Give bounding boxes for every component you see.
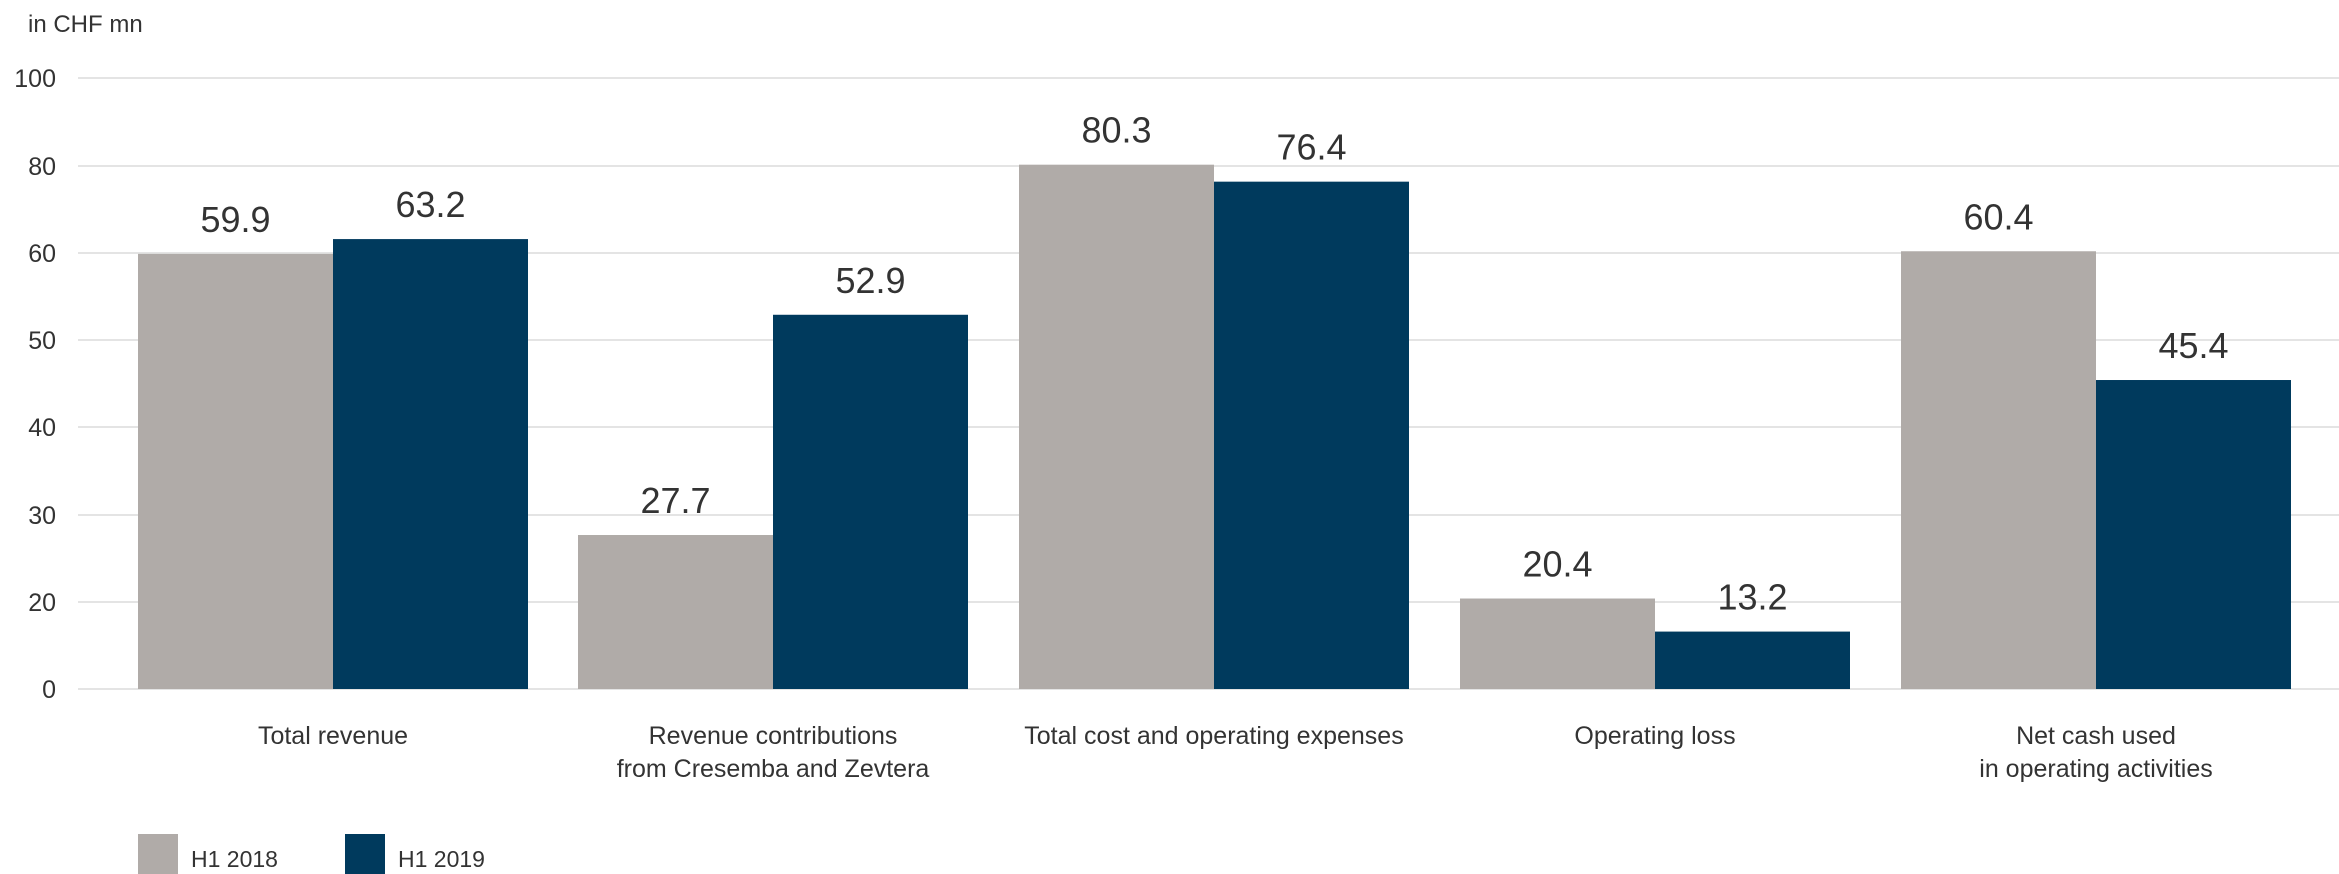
value-label: 60.4: [1963, 196, 2033, 237]
value-label: 20.4: [1522, 544, 1592, 585]
bars: [138, 164, 2291, 689]
bar: [773, 314, 968, 689]
value-label: 13.2: [1717, 577, 1787, 618]
value-label: 59.9: [200, 199, 270, 240]
category-label: Total cost and operating expenses: [1024, 722, 1403, 750]
legend: H1 2018 H1 2019: [138, 834, 485, 874]
category-labels: Total revenue Revenue contributions from C…: [258, 722, 2213, 783]
y-tick-label: 80: [28, 153, 56, 181]
unit-label: in CHF mn: [28, 11, 143, 38]
bar: [1901, 251, 2096, 689]
bar: [1019, 164, 1214, 689]
bar: [138, 253, 333, 689]
y-tick-label: 0: [42, 676, 56, 704]
y-tick-label: 40: [28, 414, 56, 442]
value-label: 27.7: [640, 480, 710, 521]
bar: [1214, 181, 1409, 689]
bar: [1655, 631, 1850, 689]
category-label: Revenue contributions from Cresemba and Z…: [617, 722, 930, 783]
value-label: 76.4: [1276, 127, 1346, 168]
y-tick-label: 20: [28, 589, 56, 617]
y-axis-ticks: 0 20 30 40 50 60 80 100: [14, 65, 56, 704]
category-label: Operating loss: [1574, 722, 1735, 750]
bar: [333, 239, 528, 689]
legend-label: H1 2018: [191, 846, 278, 872]
category-label: Total revenue: [258, 722, 408, 750]
legend-swatch: [138, 834, 178, 874]
value-label: 52.9: [835, 260, 905, 301]
legend-swatch: [345, 834, 385, 874]
value-label: 63.2: [395, 184, 465, 225]
y-tick-label: 50: [28, 327, 56, 355]
y-tick-label: 100: [14, 65, 56, 93]
y-tick-label: 30: [28, 502, 56, 530]
bar: [2096, 380, 2291, 689]
y-tick-label: 60: [28, 240, 56, 268]
bar: [1460, 598, 1655, 689]
bar: [578, 535, 773, 689]
value-labels: 59.9 27.7 80.3 20.4 60.4 63.2 52.9 76.4 13.2 45.4: [200, 110, 2228, 618]
legend-label: H1 2019: [398, 846, 485, 872]
category-label: Net cash used in operating activities: [1979, 722, 2212, 783]
value-label: 80.3: [1081, 110, 1151, 151]
value-label: 45.4: [2158, 325, 2228, 366]
